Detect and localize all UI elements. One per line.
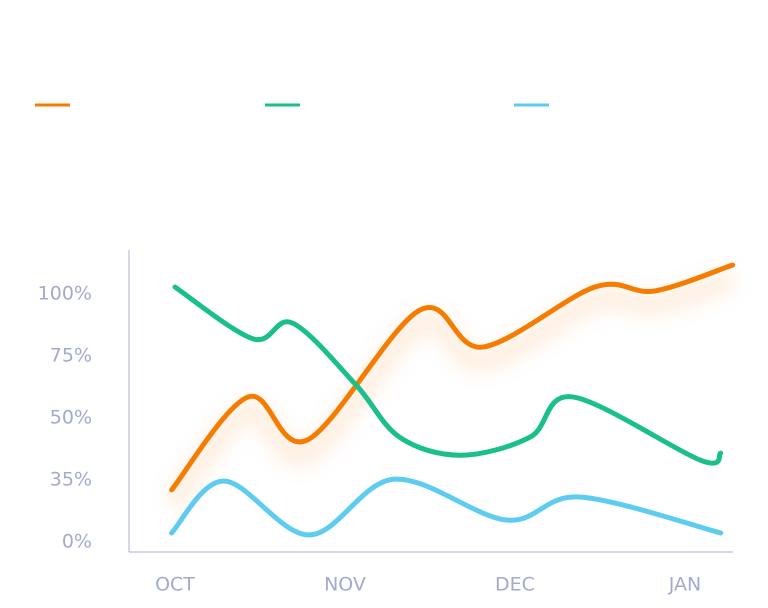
y-tick-label: 50% xyxy=(50,407,92,429)
line xyxy=(169,262,736,493)
y-tick-label: 35% xyxy=(50,469,92,491)
line-glow xyxy=(162,268,737,511)
x-tick-label: DEC xyxy=(495,574,535,596)
line xyxy=(169,476,724,538)
x-tick-label: OCT xyxy=(155,574,195,596)
line xyxy=(172,284,724,466)
y-tick-label: 0% xyxy=(62,531,92,553)
x-tick-label: NOV xyxy=(324,574,366,596)
y-tick-label: 100% xyxy=(38,283,92,305)
y-tick-label: 75% xyxy=(50,345,92,367)
x-tick-label: JAN xyxy=(668,574,701,596)
